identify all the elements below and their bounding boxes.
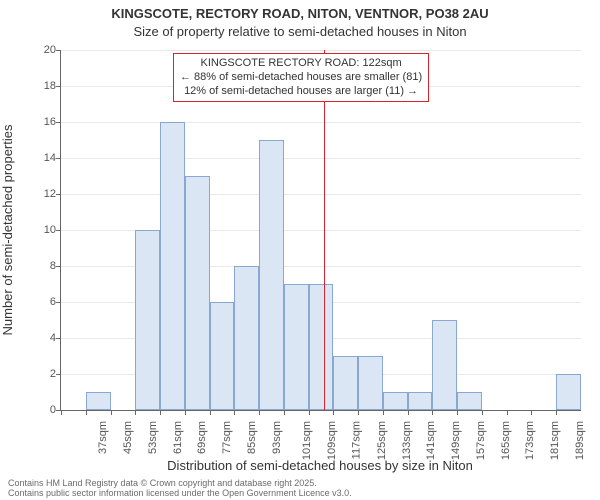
- xtick-mark: [457, 410, 458, 415]
- reference-line: [324, 50, 325, 410]
- ytick-mark: [56, 122, 61, 123]
- histogram-bar: [135, 230, 160, 410]
- xtick-mark: [432, 410, 433, 415]
- ytick-mark: [56, 158, 61, 159]
- ytick-mark: [56, 50, 61, 51]
- ytick-mark: [56, 374, 61, 375]
- ytick-label: 4: [26, 332, 56, 344]
- histogram-bar: [309, 284, 334, 410]
- histogram-bar: [556, 374, 581, 410]
- xtick-label: 61sqm: [172, 421, 184, 454]
- histogram-bar: [284, 284, 309, 410]
- xtick-label: 157sqm: [475, 421, 487, 460]
- ytick-label: 6: [26, 296, 56, 308]
- xtick-mark: [61, 410, 62, 415]
- xtick-mark: [185, 410, 186, 415]
- xtick-mark: [160, 410, 161, 415]
- histogram-bar: [408, 392, 433, 410]
- xtick-label: 133sqm: [401, 421, 413, 460]
- xtick-mark: [333, 410, 334, 415]
- xtick-label: 85sqm: [246, 421, 258, 454]
- chart-title-line2: Size of property relative to semi-detach…: [0, 24, 600, 39]
- ytick-label: 12: [26, 188, 56, 200]
- ytick-label: 10: [26, 224, 56, 236]
- xtick-mark: [531, 410, 532, 415]
- xtick-label: 165sqm: [500, 421, 512, 460]
- histogram-bar: [185, 176, 210, 410]
- xtick-label: 189sqm: [574, 421, 586, 460]
- xtick-label: 37sqm: [97, 421, 109, 454]
- plot-area: 0246810121416182037sqm45sqm53sqm61sqm69s…: [60, 50, 581, 411]
- xtick-mark: [284, 410, 285, 415]
- annotation-line-2: ← 88% of semi-detached houses are smalle…: [180, 71, 422, 85]
- xtick-label: 53sqm: [147, 421, 159, 454]
- xtick-mark: [556, 410, 557, 415]
- xtick-label: 149sqm: [450, 421, 462, 460]
- xtick-mark: [111, 410, 112, 415]
- xtick-mark: [210, 410, 211, 415]
- chart-container: KINGSCOTE, RECTORY ROAD, NITON, VENTNOR,…: [0, 0, 600, 500]
- chart-title-line1: KINGSCOTE, RECTORY ROAD, NITON, VENTNOR,…: [0, 6, 600, 21]
- ytick-label: 14: [26, 152, 56, 164]
- xtick-mark: [135, 410, 136, 415]
- xtick-mark: [309, 410, 310, 415]
- histogram-bar: [383, 392, 408, 410]
- xtick-mark: [259, 410, 260, 415]
- y-axis-label: Number of semi-detached properties: [0, 125, 15, 336]
- xtick-label: 181sqm: [549, 421, 561, 460]
- xtick-label: 109sqm: [326, 421, 338, 460]
- annotation-box: KINGSCOTE RECTORY ROAD: 122sqm← 88% of s…: [173, 53, 429, 102]
- xtick-label: 117sqm: [350, 421, 362, 459]
- xtick-label: 101sqm: [302, 421, 314, 460]
- gridline-h: [61, 194, 581, 195]
- histogram-bar: [457, 392, 482, 410]
- xtick-label: 93sqm: [271, 421, 283, 454]
- annotation-line-3: 12% of semi-detached houses are larger (…: [180, 85, 422, 99]
- ytick-label: 18: [26, 80, 56, 92]
- xtick-mark: [358, 410, 359, 415]
- histogram-bar: [333, 356, 358, 410]
- xtick-mark: [234, 410, 235, 415]
- ytick-label: 2: [26, 368, 56, 380]
- footer-attribution: Contains HM Land Registry data © Crown c…: [8, 478, 352, 498]
- xtick-mark: [408, 410, 409, 415]
- xtick-label: 173sqm: [524, 421, 536, 460]
- x-axis-label: Distribution of semi-detached houses by …: [60, 458, 580, 473]
- ytick-label: 16: [26, 116, 56, 128]
- histogram-bar: [234, 266, 259, 410]
- ytick-mark: [56, 266, 61, 267]
- xtick-label: 77sqm: [221, 421, 233, 454]
- gridline-h: [61, 50, 581, 51]
- ytick-label: 20: [26, 44, 56, 56]
- ytick-label: 0: [26, 404, 56, 416]
- gridline-h: [61, 158, 581, 159]
- gridline-h: [61, 122, 581, 123]
- ytick-mark: [56, 230, 61, 231]
- histogram-bar: [86, 392, 111, 410]
- xtick-label: 141sqm: [425, 421, 437, 460]
- ytick-label: 8: [26, 260, 56, 272]
- histogram-bar: [259, 140, 284, 410]
- xtick-mark: [482, 410, 483, 415]
- ytick-mark: [56, 86, 61, 87]
- footer-line1: Contains HM Land Registry data © Crown c…: [8, 478, 352, 488]
- ytick-mark: [56, 302, 61, 303]
- histogram-bar: [210, 302, 235, 410]
- histogram-bar: [358, 356, 383, 410]
- xtick-mark: [383, 410, 384, 415]
- annotation-line-1: KINGSCOTE RECTORY ROAD: 122sqm: [180, 57, 422, 71]
- footer-line2: Contains public sector information licen…: [8, 488, 352, 498]
- xtick-label: 125sqm: [376, 421, 388, 460]
- histogram-bar: [160, 122, 185, 410]
- ytick-mark: [56, 194, 61, 195]
- ytick-mark: [56, 338, 61, 339]
- xtick-mark: [86, 410, 87, 415]
- xtick-mark: [507, 410, 508, 415]
- histogram-bar: [432, 320, 457, 410]
- xtick-label: 69sqm: [196, 421, 208, 454]
- xtick-label: 45sqm: [122, 421, 134, 454]
